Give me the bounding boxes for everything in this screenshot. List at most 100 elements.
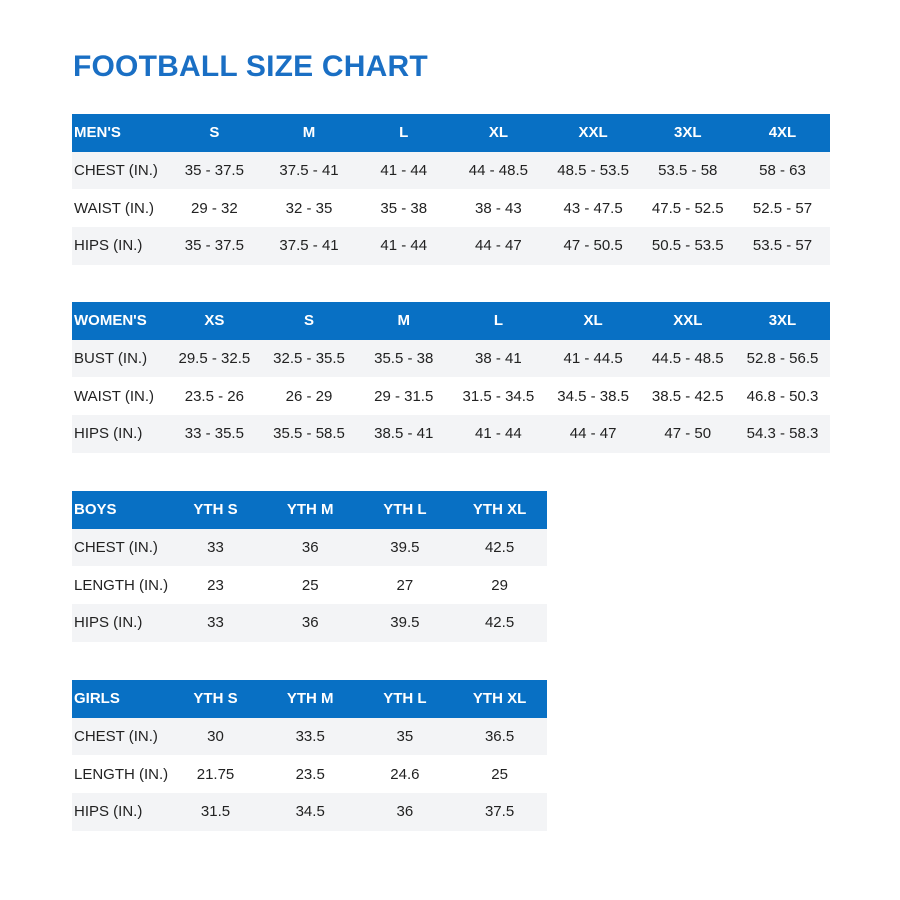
size-value-cell: 35 - 37.5 bbox=[167, 151, 262, 190]
size-value-cell: 33 bbox=[168, 604, 263, 642]
table-row: HIPS (IN.) 33 - 35.5 35.5 - 58.5 38.5 - 41 4… bbox=[72, 415, 830, 453]
table-row: BUST (IN.) 29.5 - 32.5 32.5 - 35.5 35.5 - 3… bbox=[72, 339, 830, 378]
size-value-cell: 35 - 37.5 bbox=[167, 227, 262, 265]
size-value-cell: 21.75 bbox=[196, 765, 235, 783]
size-value-cell: 37.5 - 41 bbox=[261, 227, 357, 265]
size-value-cell: 35 - 38 bbox=[380, 199, 428, 217]
size-value-cell: 35.5 - 38 bbox=[356, 339, 452, 378]
header-row: GIRLS YTH S YTH M YTH L YTH XL bbox=[72, 680, 547, 718]
size-value-cell: 36 bbox=[262, 604, 358, 642]
measure-label: WAIST (IN.) bbox=[74, 387, 154, 405]
size-header: S bbox=[167, 114, 262, 152]
size-value-cell: 35 bbox=[357, 717, 453, 756]
size-value-cell: 38 - 43 bbox=[475, 199, 522, 217]
size-value-cell: 27 bbox=[396, 576, 414, 594]
size-value-cell: 38 - 41 bbox=[451, 339, 546, 378]
size-value-cell: 54.3 - 58.3 bbox=[735, 415, 830, 453]
table-row: LENGTH (IN.) 21.75 23.5 24.6 25 bbox=[72, 755, 547, 793]
measure-label: CHEST (IN.) bbox=[72, 717, 169, 756]
page-title: FOOTBALL SIZE CHART bbox=[73, 50, 428, 83]
size-value-cell: 25 bbox=[491, 765, 508, 783]
size-value-cell: 53.5 - 57 bbox=[735, 227, 830, 265]
size-value-cell: 36 bbox=[357, 793, 453, 831]
size-value-cell: 41 - 44 bbox=[356, 227, 452, 265]
table-row: HIPS (IN.) 35 - 37.5 37.5 - 41 41 - 44 44 - … bbox=[72, 227, 830, 265]
size-value-cell: 35.5 - 58.5 bbox=[261, 415, 357, 453]
size-header: YTH M bbox=[262, 491, 358, 529]
size-value-cell: 47.5 - 52.5 bbox=[651, 199, 724, 217]
table-label: GIRLS bbox=[72, 680, 169, 718]
measure-label: HIPS (IN.) bbox=[72, 415, 167, 453]
size-value-cell: 30 bbox=[168, 717, 263, 756]
size-header: 3XL bbox=[640, 114, 736, 152]
size-value-cell: 44 - 47 bbox=[451, 227, 546, 265]
measure-label: WAIST (IN.) bbox=[74, 199, 154, 217]
measure-label: LENGTH (IN.) bbox=[74, 765, 169, 783]
measure-label: HIPS (IN.) bbox=[72, 227, 167, 265]
size-header: YTH XL bbox=[452, 491, 547, 529]
size-value-cell: 58 - 63 bbox=[735, 151, 830, 190]
table-row: WAIST (IN.) 23.5 - 26 26 - 29 29 - 31.5 31.5… bbox=[72, 377, 830, 415]
measure-label: HIPS (IN.) bbox=[72, 604, 169, 642]
measure-label: HIPS (IN.) bbox=[72, 793, 169, 831]
mens-size-table: MEN'S S M L XL XXL 3XL 4XL CHEST (IN.) 35 - 37.5 3… bbox=[72, 114, 830, 265]
size-header: YTH L bbox=[357, 491, 453, 529]
table-row: CHEST (IN.) 35 - 37.5 37.5 - 41 41 - 44 44 -… bbox=[72, 151, 830, 190]
table-row: LENGTH (IN.) 23 25 27 29 bbox=[72, 566, 547, 604]
size-value-cell: 52.5 - 57 bbox=[752, 199, 813, 217]
size-value-cell: 41 - 44.5 bbox=[545, 339, 641, 378]
size-value-cell: 46.8 - 50.3 bbox=[746, 387, 819, 405]
size-value-cell: 29 - 31.5 bbox=[374, 387, 434, 405]
table-row: HIPS (IN.) 33 36 39.5 42.5 bbox=[72, 604, 547, 642]
size-value-cell: 44 - 47 bbox=[545, 415, 641, 453]
size-value-cell: 48.5 - 53.5 bbox=[545, 151, 641, 190]
size-value-cell: 29.5 - 32.5 bbox=[167, 339, 262, 378]
size-value-cell: 23.5 - 26 bbox=[184, 387, 244, 405]
size-value-cell: 34.5 bbox=[262, 793, 358, 831]
size-value-cell: 44.5 - 48.5 bbox=[640, 339, 736, 378]
size-value-cell: 38.5 - 41 bbox=[356, 415, 452, 453]
size-value-cell: 31.5 bbox=[168, 793, 263, 831]
size-value-cell: 29 bbox=[491, 576, 508, 594]
size-header: YTH S bbox=[168, 491, 263, 529]
size-value-cell: 47 - 50 bbox=[640, 415, 736, 453]
size-header: YTH L bbox=[357, 680, 453, 718]
girls-size-table: GIRLS YTH S YTH M YTH L YTH XL CHEST (IN.) 30 3… bbox=[72, 680, 547, 831]
size-value-cell: 23 bbox=[207, 576, 224, 594]
size-header: YTH M bbox=[262, 680, 358, 718]
size-value-cell: 39.5 bbox=[357, 604, 453, 642]
size-value-cell: 44 - 48.5 bbox=[451, 151, 546, 190]
size-value-cell: 33 - 35.5 bbox=[167, 415, 262, 453]
size-header: YTH S bbox=[168, 680, 263, 718]
size-value-cell: 41 - 44 bbox=[451, 415, 546, 453]
size-header: M bbox=[261, 114, 357, 152]
size-header: L bbox=[451, 302, 546, 340]
header-row: BOYS YTH S YTH M YTH L YTH XL bbox=[72, 491, 547, 529]
size-value-cell: 34.5 - 38.5 bbox=[557, 387, 629, 405]
measure-label: CHEST (IN.) bbox=[72, 151, 167, 190]
size-value-cell: 41 - 44 bbox=[356, 151, 452, 190]
size-value-cell: 53.5 - 58 bbox=[640, 151, 736, 190]
size-value-cell: 31.5 - 34.5 bbox=[462, 387, 535, 405]
size-value-cell: 25 bbox=[301, 576, 319, 594]
size-value-cell: 26 - 29 bbox=[285, 387, 333, 405]
size-value-cell: 42.5 bbox=[452, 604, 547, 642]
size-value-cell: 37.5 bbox=[452, 793, 547, 831]
size-header: XL bbox=[451, 114, 546, 152]
size-value-cell: 52.8 - 56.5 bbox=[735, 339, 830, 378]
size-value-cell: 43 - 47.5 bbox=[563, 199, 623, 217]
table-label: MEN'S bbox=[72, 114, 167, 152]
table-row: WAIST (IN.) 29 - 32 32 - 35 35 - 38 38 - 43 4… bbox=[72, 189, 830, 227]
table-label: BOYS bbox=[72, 491, 169, 529]
size-header: 3XL bbox=[735, 302, 830, 340]
table-label: WOMEN'S bbox=[72, 302, 167, 340]
size-value-cell: 32.5 - 35.5 bbox=[261, 339, 357, 378]
size-value-cell: 38.5 - 42.5 bbox=[651, 387, 724, 405]
size-header: M bbox=[356, 302, 452, 340]
size-value-cell: 33.5 bbox=[262, 717, 358, 756]
measure-label: CHEST (IN.) bbox=[72, 528, 169, 567]
size-value-cell: 29 - 32 bbox=[190, 199, 238, 217]
size-header: XXL bbox=[545, 114, 641, 152]
boys-size-table: BOYS YTH S YTH M YTH L YTH XL CHEST (IN.) 33 36… bbox=[72, 491, 547, 642]
measure-label: LENGTH (IN.) bbox=[74, 576, 169, 594]
